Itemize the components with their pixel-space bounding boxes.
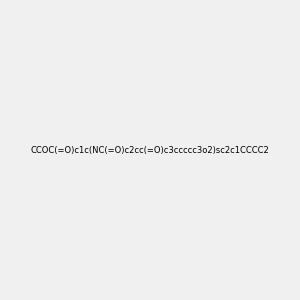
Text: CCOC(=O)c1c(NC(=O)c2cc(=O)c3ccccc3o2)sc2c1CCCC2: CCOC(=O)c1c(NC(=O)c2cc(=O)c3ccccc3o2)sc2… [31,146,269,154]
